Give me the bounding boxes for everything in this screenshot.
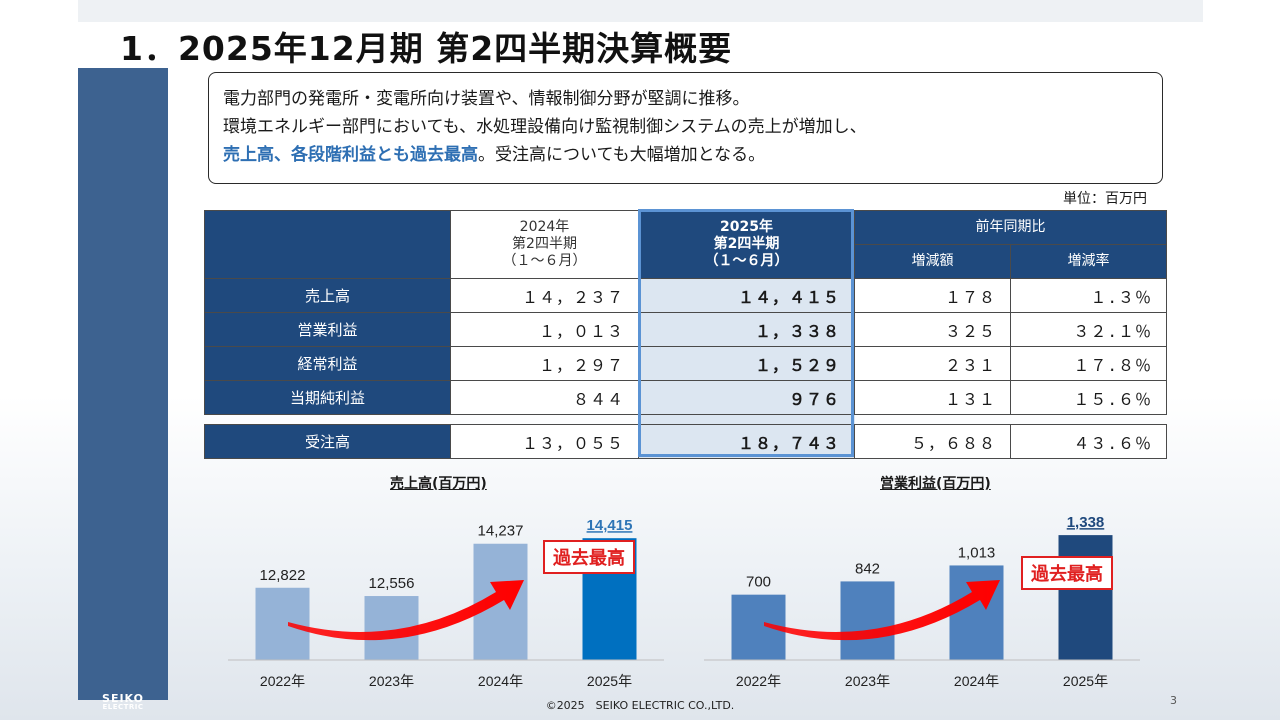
summary-box: 電力部門の発電所・変電所向け装置や、情報制御分野が堅調に推移。 環境エネルギー部… <box>208 72 1163 184</box>
cell-prev: １４，２３７ <box>450 278 639 313</box>
cell-cur: １，３３８ <box>638 312 855 347</box>
cell-cur: ９７６ <box>638 380 855 415</box>
summary-line-2: 環境エネルギー部門においても、水処理設備向け監視制御システムの売上が増加し、 <box>223 117 867 137</box>
seiko-logo: SEIKO ELECTRIC <box>80 692 166 712</box>
bar-2024年 <box>949 565 1004 660</box>
data-label: 14,237 <box>478 523 524 540</box>
table-row: 当期純利益 ８４４ ９７６ １３１ １５.６％ <box>204 380 1167 415</box>
logo-line-2: ELECTRIC <box>102 703 144 711</box>
cell-prev: １３，０５５ <box>450 424 639 459</box>
data-label: 700 <box>746 574 771 591</box>
table-row: 経常利益 １，２９７ １，５２９ ２３１ １７.８％ <box>204 346 1167 381</box>
growth-arrow-icon <box>288 580 524 641</box>
bar-2023年 <box>840 581 895 660</box>
category-label: 2025年 <box>587 673 632 689</box>
bar-2022年 <box>255 587 310 660</box>
summary-highlight: 売上高、各段階利益とも過去最高 <box>223 145 478 165</box>
row-label: 受注高 <box>204 424 451 459</box>
header-prev-period: 2024年 第2四半期 （１～６月） <box>450 210 639 279</box>
data-label: 1,013 <box>958 544 996 561</box>
growth-arrow-icon <box>764 580 1000 641</box>
logo-line-1: SEIKO <box>102 692 144 705</box>
header-change-rate: 増減率 <box>1010 244 1167 279</box>
cell-cur: １４，４１５ <box>638 278 855 313</box>
table-row: 営業利益 １，０１３ １，３３８ ３２５ ３２.１％ <box>204 312 1167 347</box>
cell-diff: ５，６８８ <box>854 424 1011 459</box>
sales-chart: 12,822 2022年 12,556 2023年 14,237 2024年 14,415 2… <box>228 517 664 689</box>
cell-rate: ４３.６％ <box>1010 424 1167 459</box>
cell-diff: １３１ <box>854 380 1011 415</box>
header-prev-range: （１～６月） <box>502 253 587 269</box>
cell-diff: ２３１ <box>854 346 1011 381</box>
category-label: 2024年 <box>478 673 523 689</box>
category-label: 2024年 <box>954 673 999 689</box>
cell-prev: １，０１３ <box>450 312 639 347</box>
row-label: 経常利益 <box>204 346 451 381</box>
profit-record-badge: 過去最高 <box>1021 556 1113 590</box>
profit-chart-title: 営業利益(百万円) <box>880 476 991 492</box>
profit-chart: 700 2022年 842 2023年 1,013 2024年 1,338 2025年 <box>704 514 1140 689</box>
sales-record-badge: 過去最高 <box>543 540 635 574</box>
table-row-orders: 受注高 １３，０５５ １８，７４３ ５，６８８ ４３.６％ <box>204 424 1167 459</box>
financial-table: 2024年 第2四半期 （１～６月） 2025年 第2四半期 （１～６月） 前年… <box>204 210 1167 459</box>
copyright-footer: ©2025 SEIKO ELECTRIC CO.,LTD. <box>545 699 735 712</box>
header-comparison: 前年同期比 <box>854 210 1167 245</box>
cell-prev: ８４４ <box>450 380 639 415</box>
page-title: 1．2025年12月期 第2四半期決算概要 <box>120 29 733 68</box>
bar-2025年 <box>1058 535 1113 660</box>
data-label: 1,338 <box>1067 514 1105 531</box>
cell-cur: １，５２９ <box>638 346 855 381</box>
cell-rate: ３２.１％ <box>1010 312 1167 347</box>
cell-rate: １.３％ <box>1010 278 1167 313</box>
header-cur-range: （１～６月） <box>704 253 789 269</box>
row-label: 営業利益 <box>204 312 451 347</box>
category-label: 2022年 <box>260 673 305 689</box>
header-cur-period: 2025年 第2四半期 （１～６月） <box>638 210 855 279</box>
table-subheader-row: 増減額 増減率 <box>205 244 1167 279</box>
category-label: 2025年 <box>1063 673 1108 689</box>
header-blank <box>204 210 451 279</box>
cell-rate: １７.８％ <box>1010 346 1167 381</box>
summary-line-1: 電力部門の発電所・変電所向け装置や、情報制御分野が堅調に推移。 <box>223 89 750 109</box>
header-cur-quarter: 第2四半期 <box>713 236 780 252</box>
header-cur-year: 2025年 <box>720 219 773 235</box>
header-prev-year: 2024年 <box>519 219 570 235</box>
unit-label: 単位：百万円 <box>1063 191 1147 207</box>
summary-line-3-rest: 。受注高についても大幅増加となる。 <box>478 145 766 165</box>
left-accent-bar <box>78 68 168 700</box>
header-change-amount: 増減額 <box>854 244 1011 279</box>
data-label: 842 <box>855 560 880 577</box>
category-label: 2023年 <box>845 673 890 689</box>
cell-rate: １５.６％ <box>1010 380 1167 415</box>
data-label: 12,556 <box>369 575 415 592</box>
category-label: 2023年 <box>369 673 414 689</box>
cell-diff: ３２５ <box>854 312 1011 347</box>
summary-line-3: 売上高、各段階利益とも過去最高。受注高についても大幅増加となる。 <box>223 141 1148 169</box>
category-label: 2022年 <box>736 673 781 689</box>
table-row: 売上高 １４，２３７ １４，４１５ １７８ １.３％ <box>204 278 1167 313</box>
table-header-row: 2024年 第2四半期 （１～６月） 2025年 第2四半期 （１～６月） 前年… <box>204 210 1167 279</box>
header-prev-quarter: 第2四半期 <box>512 236 577 252</box>
row-label: 当期純利益 <box>204 380 451 415</box>
page-number: 3 <box>1170 694 1177 707</box>
cell-prev: １，２９７ <box>450 346 639 381</box>
data-label: 14,415 <box>587 517 633 534</box>
top-strip <box>78 0 1203 22</box>
row-label: 売上高 <box>204 278 451 313</box>
data-label: 12,822 <box>260 567 306 584</box>
table-gap-row <box>205 414 1167 425</box>
cell-diff: １７８ <box>854 278 1011 313</box>
cell-cur: １８，７４３ <box>638 424 855 459</box>
sales-chart-title: 売上高(百万円) <box>390 476 487 492</box>
